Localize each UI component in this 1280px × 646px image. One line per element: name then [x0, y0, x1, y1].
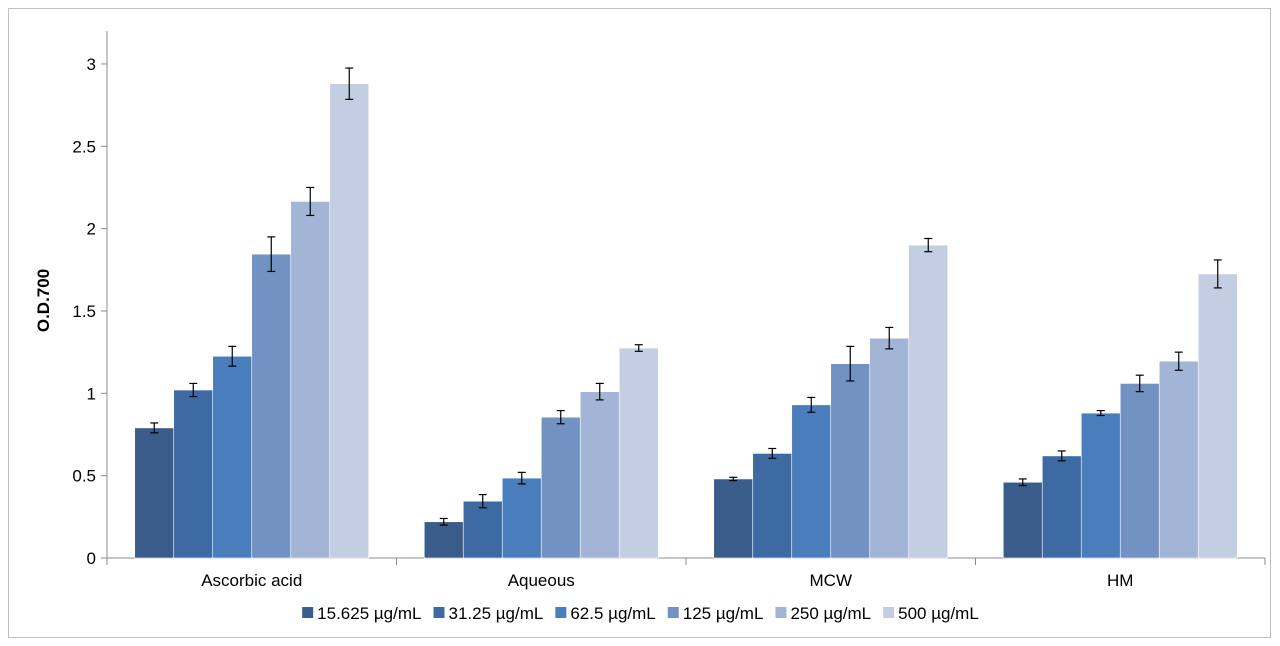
legend-swatch — [775, 607, 787, 618]
bar — [423, 521, 464, 559]
y-tick-label: 1.5 — [72, 302, 96, 321]
bar — [134, 427, 175, 559]
bar — [618, 347, 659, 559]
legend-label: 500 µg/mL — [898, 604, 979, 623]
legend-label: 31.25 µg/mL — [448, 604, 543, 623]
legend-label: 15.625 µg/mL — [317, 604, 421, 623]
bar — [1119, 383, 1160, 559]
bar — [290, 201, 331, 559]
bar — [329, 83, 370, 559]
bar — [579, 391, 620, 559]
bars-group — [134, 83, 1238, 559]
bar — [1158, 360, 1199, 559]
bar — [462, 500, 503, 559]
legend-label: 125 µg/mL — [683, 604, 764, 623]
y-tick-label: 2 — [87, 220, 96, 239]
bar-chart: 0 0.5 1 1.5 2 2.5 3 O.D.700 Ascorbic acid Aqueous… — [34, 31, 1266, 623]
legend-label: 62.5 µg/mL — [570, 604, 655, 623]
legend: 15.625 µg/mL 31.25 µg/mL 62.5 µg/mL 125 µg/… — [302, 604, 979, 623]
legend-swatch — [302, 607, 314, 618]
bar — [791, 404, 832, 559]
y-tick-label: 0 — [87, 549, 96, 568]
axes-group: 0 0.5 1 1.5 2 2.5 3 O.D.700 Ascorbic acid Aqueous… — [34, 31, 1266, 590]
y-tick-label: 3 — [87, 55, 96, 74]
legend-label: 250 µg/mL — [790, 604, 871, 623]
bar — [173, 389, 214, 559]
x-category-label: HM — [1107, 571, 1133, 590]
bar — [1041, 455, 1082, 559]
bar — [212, 355, 253, 559]
bar — [540, 416, 581, 559]
y-tick-label: 0.5 — [72, 467, 96, 486]
x-category-label: MCW — [810, 571, 852, 590]
y-axis-title: O.D.700 — [34, 269, 53, 332]
bar — [869, 337, 910, 559]
bar — [830, 363, 871, 559]
bar — [908, 244, 949, 559]
bar — [752, 453, 793, 559]
legend-swatch — [883, 607, 895, 618]
error-bars-group — [150, 67, 1222, 526]
x-category-label: Ascorbic acid — [201, 571, 302, 590]
bar — [713, 478, 754, 559]
y-tick-label: 1 — [87, 384, 96, 403]
legend-swatch — [433, 607, 445, 618]
bar — [1197, 273, 1238, 559]
legend-swatch — [555, 607, 567, 618]
bar — [501, 477, 542, 559]
y-tick-label: 2.5 — [72, 137, 96, 156]
bar — [1002, 481, 1043, 559]
x-category-label: Aqueous — [508, 571, 575, 590]
legend-swatch — [667, 607, 679, 618]
chart-frame: 0 0.5 1 1.5 2 2.5 3 O.D.700 Ascorbic acid Aqueous… — [8, 8, 1271, 638]
bar — [251, 253, 292, 559]
bar — [1080, 412, 1121, 559]
